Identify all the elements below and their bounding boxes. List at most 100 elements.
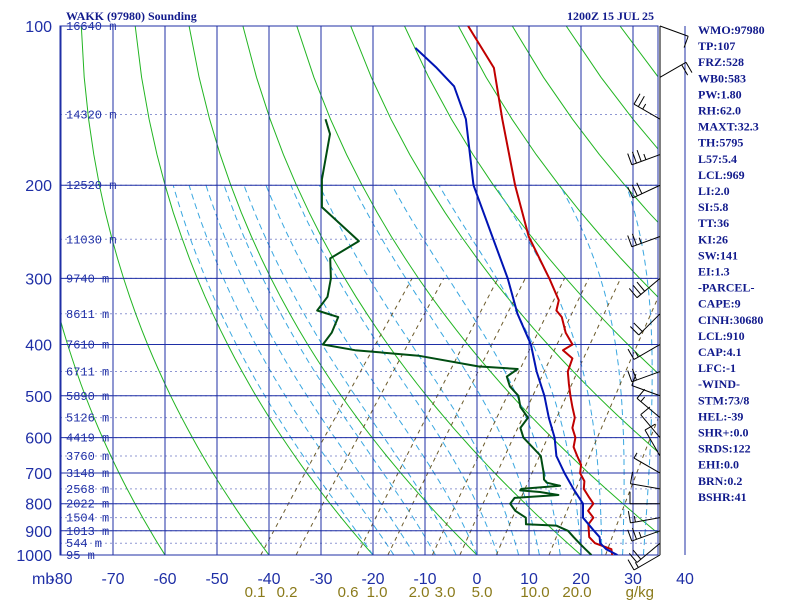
wind-barb-flag: [627, 235, 633, 247]
wind-barb-staff: [633, 554, 661, 571]
mixing-ratio-line: [260, 278, 413, 555]
wind-barb-flag: [632, 549, 642, 560]
pressure-tick-label: 200: [25, 178, 52, 195]
mixing-ratio-line: [495, 278, 622, 555]
wind-barb-flag: [633, 322, 643, 332]
wind-barb-flag: [628, 552, 638, 563]
height-label: 1504 m: [66, 512, 109, 526]
wind-barb: [633, 452, 661, 474]
pressure-tick-label: 1000: [16, 548, 52, 565]
height-label: 3148 m: [66, 467, 109, 481]
moist-adiabat: [172, 185, 374, 555]
wind-barb-staff: [631, 385, 661, 397]
temp-tick-label: 30: [624, 571, 642, 588]
wind-barb: [627, 344, 661, 360]
wind-barb-flag: [627, 186, 634, 199]
mixing-ratio-label: 1.0: [367, 584, 388, 600]
pressure-tick-label: 500: [25, 389, 52, 406]
wind-barb-flag: [636, 149, 642, 162]
height-label: 2568 m: [66, 483, 109, 497]
wind-barb: [627, 527, 661, 542]
wind-barb-flag: [631, 151, 637, 164]
chart-time: 1200Z 15 JUL 25: [567, 9, 654, 23]
pressure-tick-label: 600: [25, 431, 52, 448]
height-label: 7610 m: [66, 338, 109, 352]
dewpoint-line: [316, 118, 593, 555]
index-value: SRDS:122: [698, 442, 751, 456]
wind-barb: [627, 149, 661, 166]
pressure-tick-label: 300: [25, 271, 52, 288]
wind-barb-flag: [637, 96, 645, 107]
wind-barb-staff: [638, 313, 661, 336]
wind-barb-staff: [636, 397, 661, 419]
pressure-unit-label: mb: [32, 571, 54, 588]
dry-adiabat: [80, 26, 270, 555]
index-value: SI:5.8: [698, 200, 728, 214]
moist-adiabat: [223, 185, 436, 555]
pressure-tick-label: 400: [25, 337, 52, 354]
height-label: 4419 m: [66, 432, 109, 446]
wind-barb-flag: [627, 348, 635, 360]
mixing-ratio-line: [387, 278, 526, 555]
mixing-ratio-label: 3.0: [435, 584, 456, 600]
index-value: HEL:-39: [698, 409, 743, 423]
height-label: 1013 m: [66, 525, 109, 539]
index-value: STM:73/8: [698, 393, 749, 407]
wind-barb-flag: [636, 388, 646, 399]
mixing-ratio-label: 0.6: [338, 584, 359, 600]
wind-barb-half-flag: [643, 153, 647, 160]
index-value: -PARCEL-: [698, 281, 754, 295]
wind-barb-staff: [631, 236, 661, 248]
moist-adiabat: [625, 185, 653, 555]
wind-barb: [636, 388, 661, 419]
index-value: LCL:910: [698, 329, 745, 343]
wind-barb-flag: [631, 527, 637, 540]
dry-adiabat: [296, 26, 658, 534]
index-value: TP:107: [698, 39, 735, 53]
wind-barb: [627, 368, 661, 383]
wind-barb-flag: [628, 288, 638, 299]
index-value: CAP:4.1: [698, 345, 742, 359]
index-value: LI:2.0: [698, 184, 730, 198]
temp-tick-label: 20: [572, 571, 590, 588]
wind-barb-staff: [659, 61, 687, 78]
mixing-ratio-label: 20.0: [562, 584, 591, 600]
wind-barb-flag: [681, 64, 689, 76]
height-label: 8611 m: [66, 308, 109, 322]
wind-barb-flag: [683, 36, 689, 48]
wind-barb: [627, 182, 661, 199]
wind-barb-half-flag: [633, 452, 638, 459]
temp-tick-label: -20: [361, 571, 384, 588]
dry-adiabat: [565, 26, 658, 150]
index-value: KI:26: [698, 232, 728, 246]
dry-adiabat: [404, 26, 658, 375]
dry-adiabat: [242, 26, 582, 555]
moist-adiabat: [559, 184, 625, 555]
wind-barb-half-flag: [638, 531, 642, 538]
wind-barb: [629, 471, 661, 490]
index-value: CINH:30680: [698, 313, 763, 327]
mixing-ratio-label: 2.0: [409, 584, 430, 600]
plot-frame: [59, 25, 659, 556]
dry-adiabat: [782, 26, 800, 555]
wind-barb-half-flag: [642, 103, 647, 110]
wind-barb-staff: [633, 103, 661, 120]
wind-barb-flag: [631, 184, 638, 197]
height-label: 12520 m: [66, 179, 116, 193]
index-value: WB0:583: [698, 71, 746, 85]
wind-barb-flag: [627, 153, 633, 165]
wind-barb-staff: [644, 429, 661, 457]
wind-barb: [627, 233, 661, 248]
index-value: LCL:969: [698, 168, 745, 182]
wind-barb-half-flag: [634, 562, 639, 568]
height-label: 544 m: [66, 537, 102, 551]
wind-barb-flag: [633, 93, 641, 105]
wind-barb-half-flag: [634, 351, 639, 358]
height-label: 16640 m: [66, 20, 116, 34]
mixing-ratio-label: 0.1: [245, 584, 266, 600]
wind-barb: [659, 25, 689, 48]
moist-adiabat: [352, 184, 540, 555]
wind-barb-staff: [632, 184, 661, 199]
index-value: -WIND-: [698, 377, 740, 391]
temp-tick-label: -60: [153, 571, 176, 588]
